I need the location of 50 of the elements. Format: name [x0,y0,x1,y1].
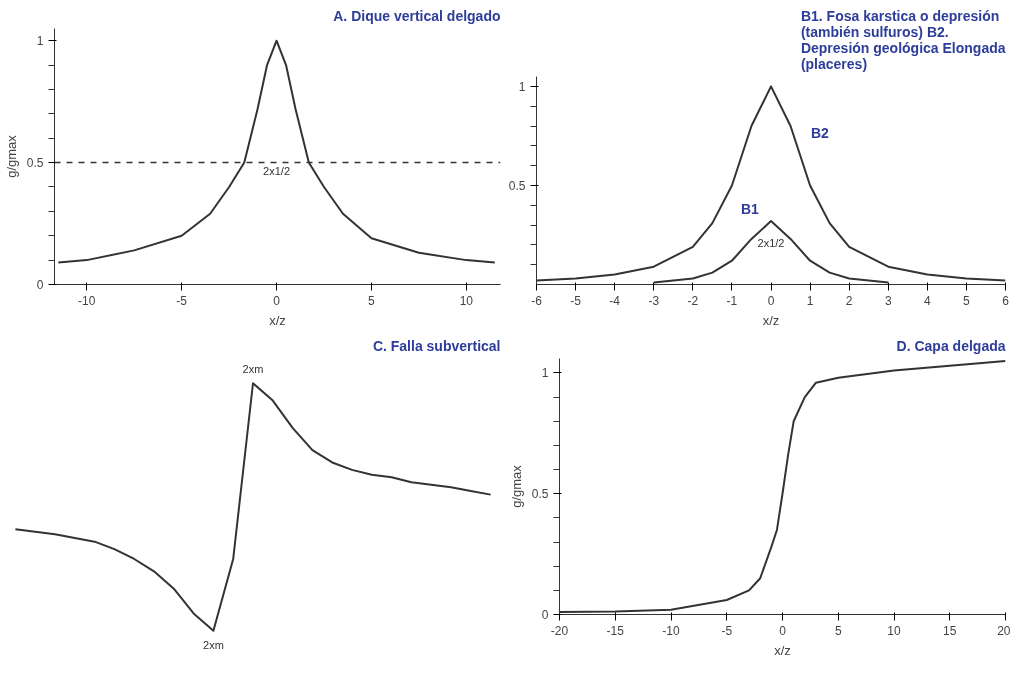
x-tick-label: 6 [1002,293,1010,308]
x-tick-label: -10 [662,623,680,638]
y-tick-label: 1 [36,34,44,49]
y-tick-label: 0 [541,608,549,622]
line-series [57,39,496,264]
x-tick-label: -1 [726,293,738,308]
x-tick-label: -6 [531,293,543,308]
annotation: 2x1/2 [757,236,785,249]
x-tick-label: 0 [273,293,281,308]
x-tick-label: 0 [767,293,775,308]
y-axis-title: g/gmax [3,134,19,178]
x-tick-label: -5 [176,293,188,308]
chart-title: D. Capa delgada [896,337,1006,354]
x-axis-title: x/z [269,312,286,328]
text: 2xm [242,363,264,376]
y-tick-label: 0.5 [26,156,44,171]
y-tick-label: 0.5 [508,178,526,193]
y-axis-title: g/gmax [508,464,524,508]
series-label: B1 [741,201,760,218]
x-axis-title: x/z [774,642,791,658]
x-tick-label: 10 [887,623,901,638]
x-tick-label: -5 [721,623,733,638]
chart-title: A. Dique vertical delgado [333,7,501,24]
x-tick-label: 5 [368,293,376,308]
x-tick-label: 5 [834,623,842,638]
chart-title: B1. Fosa karstica o depresión (también sulfuros) B2. Depresión geológica Elongada (placeres) [800,7,1006,72]
text: 2xm [203,638,224,651]
x-tick-label: 15 [943,623,957,638]
annotation: 2x1/2 [263,164,291,177]
x-tick-label: -5 [570,293,582,308]
x-tick-label: 2 [845,293,853,308]
x-axis-title: x/z [762,312,780,328]
y-tick-label: 1 [541,366,549,381]
x-tick-label: 1 [806,293,814,308]
y-tick-label: 0.5 [531,487,549,502]
x-tick-label: -20 [550,623,569,638]
x-tick-label: -3 [648,293,660,308]
chart-title: C. Falla subvertical [372,337,501,354]
series-label: B2 [811,125,830,142]
x-tick-label: 10 [459,293,474,308]
x-tick-label: -10 [78,293,96,308]
x-tick-label: 3 [884,293,892,308]
x-tick-label: 5 [963,293,971,308]
x-tick-label: -2 [687,293,699,308]
x-tick-label: 0 [779,623,787,638]
x-tick-label: -4 [609,293,621,308]
x-tick-label: -15 [606,623,625,638]
y-tick-label: 0 [36,278,44,292]
x-tick-label: 4 [924,293,931,308]
x-tick-label: 20 [997,623,1011,638]
